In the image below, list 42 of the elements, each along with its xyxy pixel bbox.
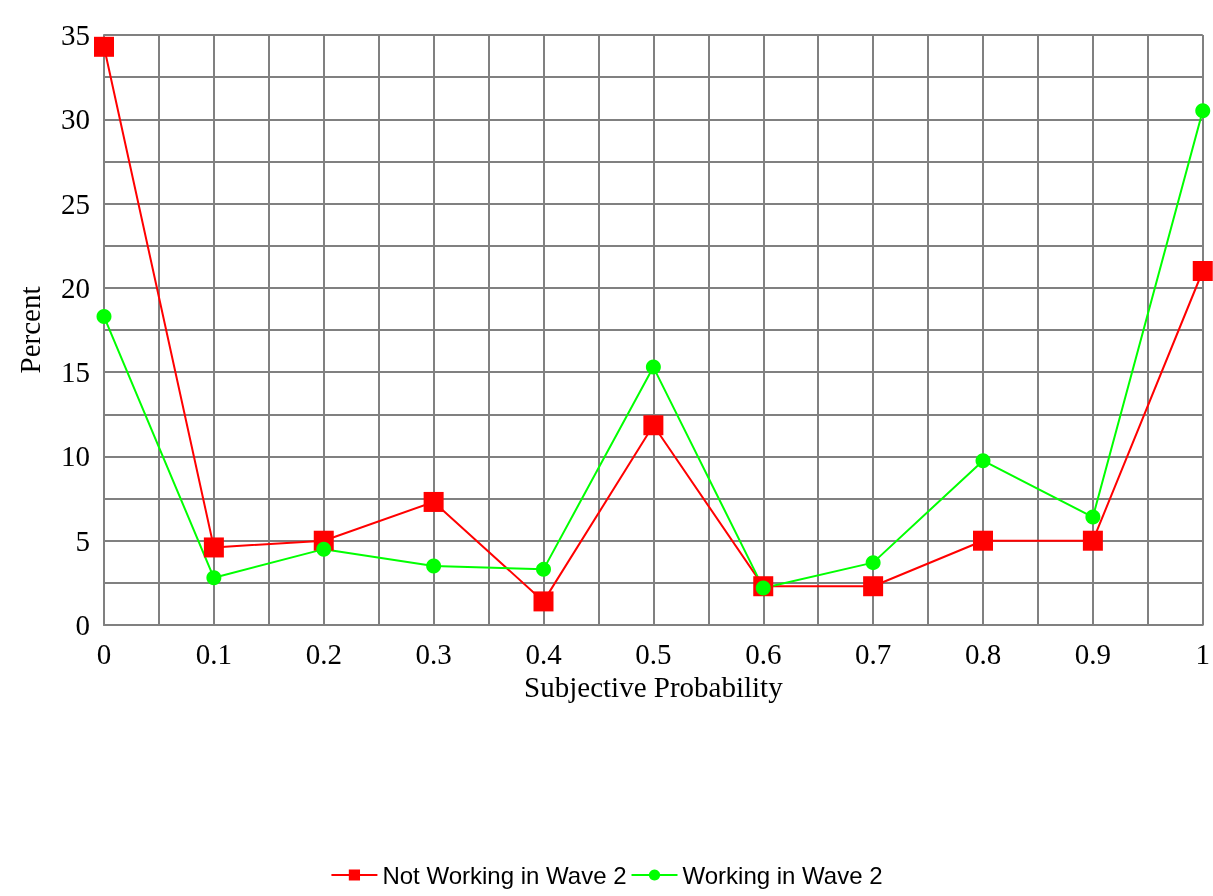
point [975,453,991,469]
y-tick-label: 30 [61,103,90,136]
y-tick-label: 15 [61,356,90,389]
point [533,591,554,612]
x-tick-label: 0 [96,637,112,670]
x-tick-label: 0.5 [635,637,672,670]
y-axis-title: Percent [13,286,46,374]
point [863,576,884,597]
point [316,541,332,557]
point [206,570,222,586]
x-tick-label: 0.6 [745,637,782,670]
point [96,309,112,325]
x-tick-label: 1 [1195,637,1210,670]
x-tick-label: 0.1 [195,637,232,670]
point [1192,261,1213,281]
y-tick-label: 25 [61,187,90,220]
x-tick-label: 0.4 [525,637,563,670]
point [643,415,664,436]
point [1085,509,1101,525]
point [865,555,881,571]
point [426,558,442,574]
x-tick-label: 0.3 [415,637,452,670]
y-tick-label: 5 [75,524,90,557]
point [1195,103,1211,119]
point [423,491,444,512]
y-tick-label: 10 [61,440,90,473]
legend-label: Not Working in Wave 2 [382,861,627,889]
x-tick-label: 0.8 [964,637,1002,670]
y-tick-label: 0 [75,609,90,641]
y-tick-label: 35 [61,19,90,51]
x-tick-label: 0.7 [855,637,892,670]
point [536,561,551,577]
point [203,537,224,558]
x-tick-label: 0.9 [1074,637,1111,670]
x-axis-title: Subjective Probability [524,671,784,704]
point [94,36,114,57]
point [645,359,661,375]
y-tick-label: 20 [61,271,90,304]
point [973,530,993,551]
legend-label: Working in Wave 2 [682,861,883,889]
point [1082,530,1103,551]
x-tick-label: 0.2 [305,637,342,670]
